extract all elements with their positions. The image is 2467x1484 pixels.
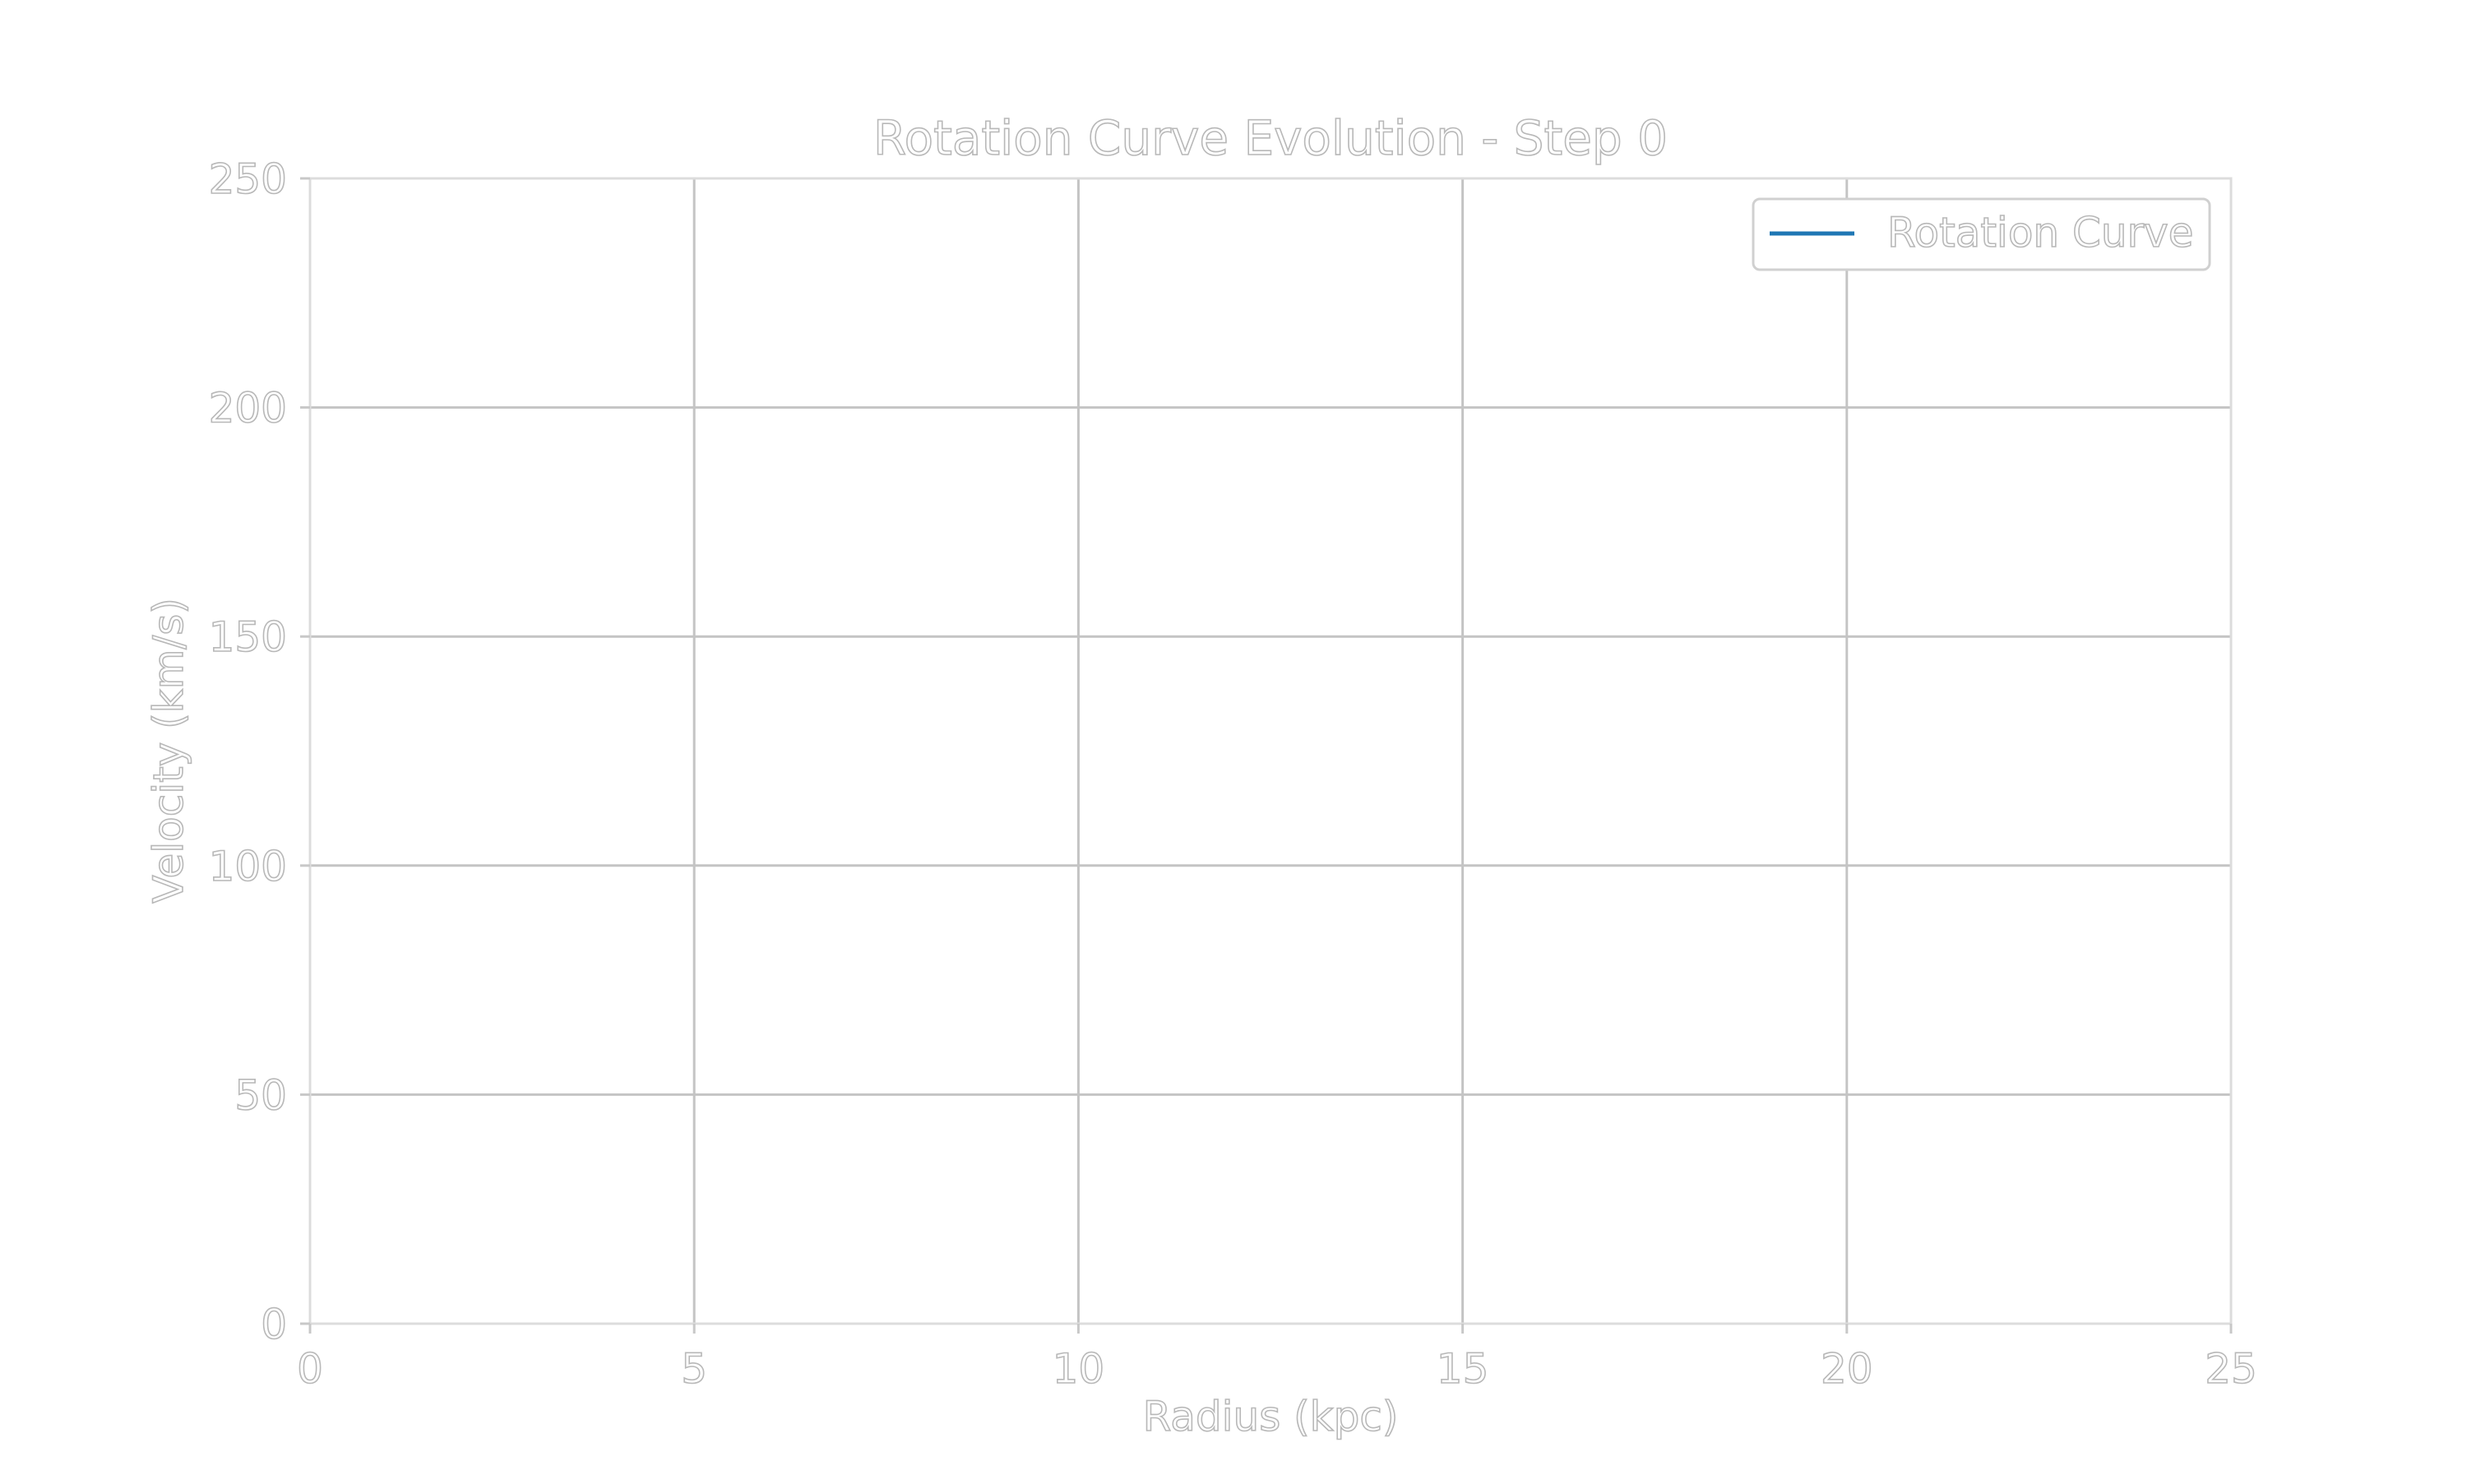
- y-tick-label: 200: [209, 385, 287, 432]
- y-tick-label: 250: [209, 155, 287, 203]
- y-tick-label: 50: [234, 1071, 287, 1119]
- legend-label-rotation-curve: Rotation Curve: [1887, 209, 2194, 257]
- y-axis-label: Velocity (km/s): [145, 598, 192, 904]
- x-tick-label: 20: [1821, 1345, 1873, 1393]
- chart-title: Rotation Curve Evolution - Step 0: [873, 110, 1668, 166]
- x-tick-label: 10: [1053, 1345, 1105, 1393]
- x-tick-label: 5: [681, 1345, 707, 1393]
- y-tick-label: 100: [209, 843, 287, 890]
- x-axis-label: Radius (kpc): [1143, 1393, 1399, 1440]
- x-tick-label: 15: [1437, 1345, 1489, 1393]
- x-tick-label: 25: [2205, 1345, 2257, 1393]
- grid-layer: [308, 177, 2233, 1325]
- x-tick-label: 0: [297, 1345, 323, 1393]
- y-tick-label: 0: [261, 1301, 287, 1348]
- legend: Rotation Curve: [1752, 197, 2211, 271]
- legend-box: [1752, 197, 2211, 271]
- plot-frame: [308, 177, 2233, 1325]
- y-tick-label: 150: [209, 613, 287, 661]
